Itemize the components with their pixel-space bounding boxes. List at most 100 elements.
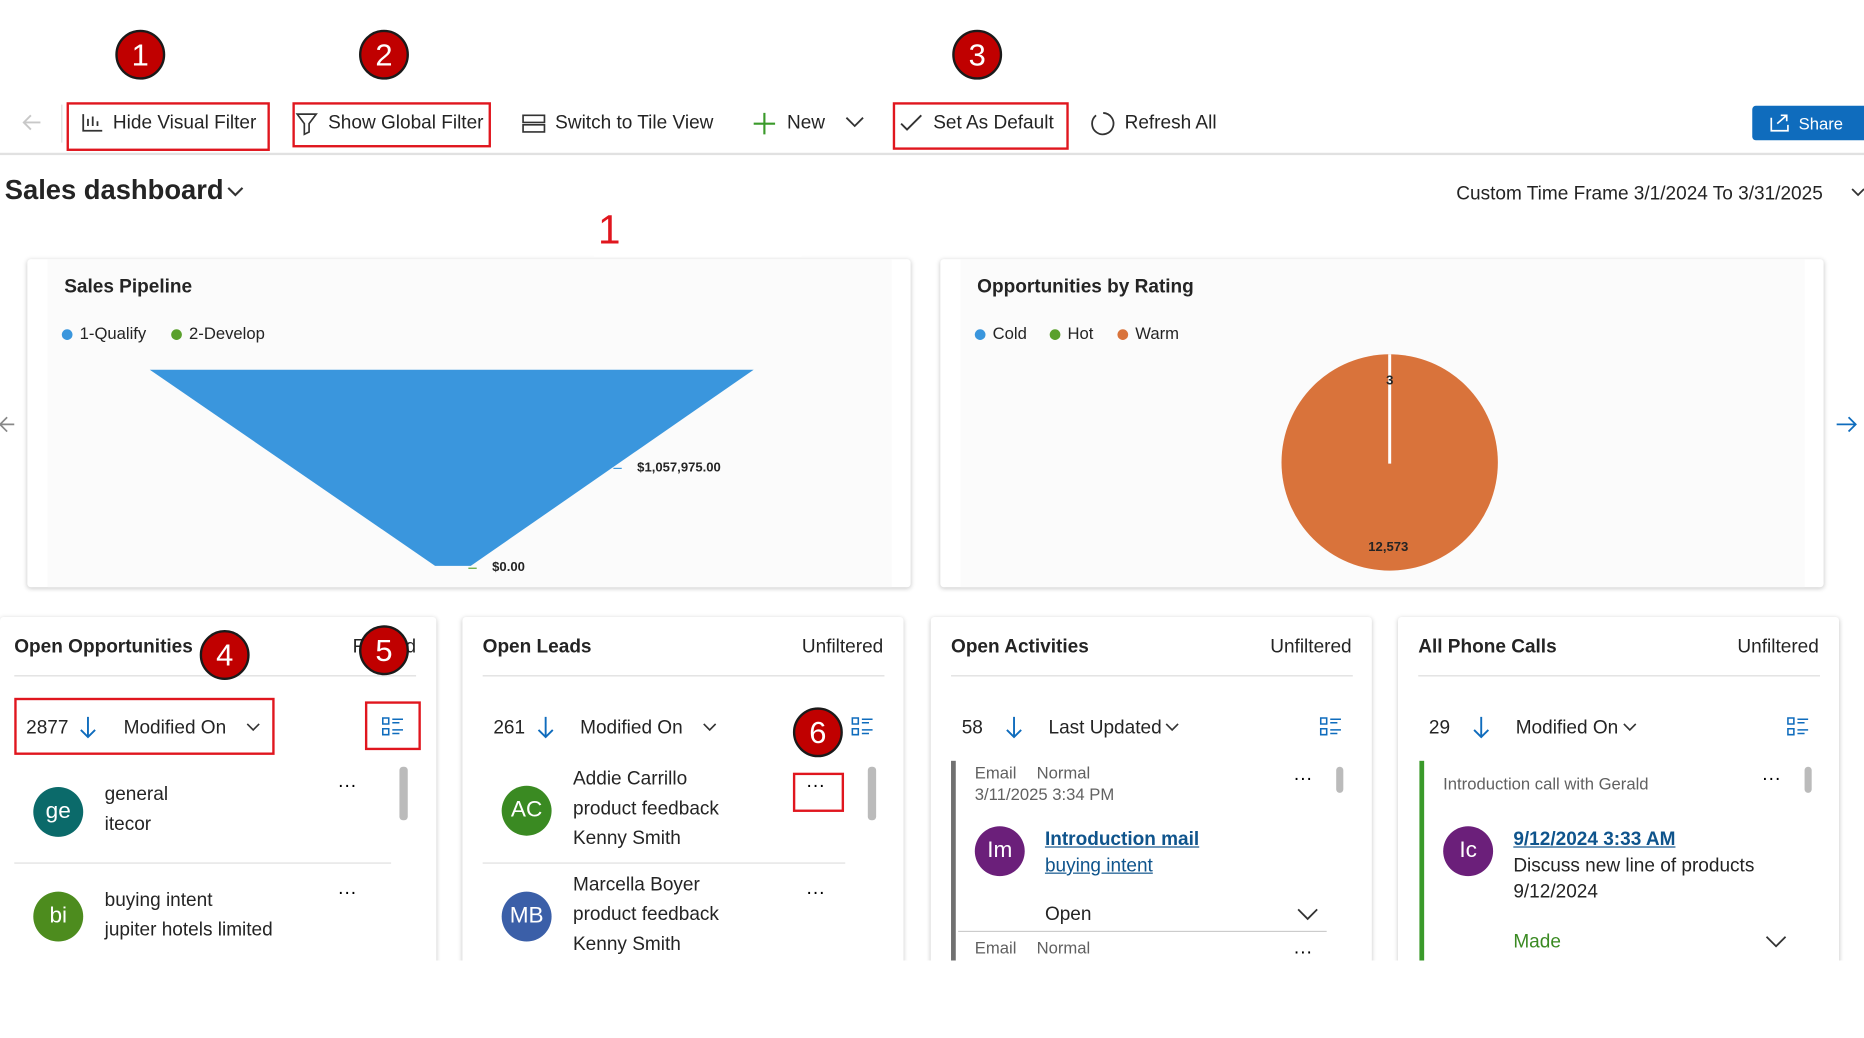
- sort-arrow[interactable]: [537, 716, 554, 739]
- list-title: Open Opportunities: [14, 637, 193, 658]
- record-count: 58: [961, 718, 983, 739]
- more-button[interactable]: ···: [338, 883, 357, 904]
- prev-arrow[interactable]: [0, 416, 15, 433]
- callout: 2: [359, 29, 409, 80]
- record-count: 29: [1428, 718, 1451, 739]
- call-subject: Introduction call with Gerald: [1443, 773, 1649, 793]
- more-button[interactable]: ···: [1293, 769, 1312, 790]
- time-frame[interactable]: Custom Time Frame 3/1/2024 To 3/31/2025: [1456, 184, 1823, 205]
- call-link[interactable]: 9/12/2024 3:33 AM: [1513, 829, 1676, 850]
- sort-arrow[interactable]: [1473, 716, 1490, 739]
- data-label: $1,057,975.00: [637, 460, 721, 475]
- row-text[interactable]: Addie Carrillo: [572, 769, 688, 790]
- legend-item: Hot: [1049, 325, 1093, 341]
- toolbar-item[interactable]: Set As Default: [933, 112, 1054, 134]
- toolbar-item[interactable]: Show Global Filter: [328, 112, 484, 134]
- sort-arrow[interactable]: [1006, 716, 1022, 739]
- list-filter: Unfiltered: [1270, 637, 1352, 658]
- highlight: [364, 701, 421, 751]
- legend-item: 2-Develop: [171, 323, 265, 343]
- share-button[interactable]: [1752, 105, 1864, 141]
- sort-field[interactable]: Last Updated: [1048, 718, 1162, 739]
- toolbar-item[interactable]: Hide Visual Filter: [112, 112, 257, 134]
- legend-item: 1-Qualify: [61, 325, 146, 341]
- check-icon: [900, 114, 922, 131]
- list-filter: Unfiltered: [1737, 637, 1819, 658]
- sort-field[interactable]: Modified On: [123, 718, 227, 739]
- list-filter: Unfiltered: [801, 637, 884, 658]
- sort-chevron[interactable]: [246, 723, 260, 732]
- sort-arrow[interactable]: [80, 716, 96, 739]
- more-button[interactable]: ···: [1293, 942, 1312, 963]
- view-icon[interactable]: [382, 717, 403, 736]
- expand-chevron[interactable]: [1297, 908, 1787, 948]
- legend-label: Warm: [1135, 323, 1180, 343]
- more-button[interactable]: ···: [806, 883, 825, 904]
- record-count: 261: [493, 718, 526, 739]
- activity-link[interactable]: Introduction mail: [1044, 829, 1200, 850]
- callout: 5: [359, 625, 409, 676]
- legend-label: 2-Develop: [189, 323, 265, 343]
- scrollbar: [399, 766, 408, 821]
- row-text: itecor: [104, 814, 152, 835]
- scrollbar: [1336, 766, 1344, 793]
- sort-chevron[interactable]: [703, 723, 717, 732]
- highlight: [892, 102, 1069, 150]
- divider: [1418, 675, 1821, 677]
- share-label[interactable]: Share: [1798, 114, 1844, 134]
- row-text: Kenny Smith: [572, 934, 681, 955]
- highlight: [66, 102, 270, 151]
- callout: 3: [952, 29, 1003, 80]
- callout: 1: [115, 29, 166, 80]
- sort-chevron[interactable]: [1165, 723, 1179, 732]
- next-arrow[interactable]: [1836, 416, 1857, 433]
- activity-sublink[interactable]: buying intent: [1044, 855, 1153, 877]
- view-icon[interactable]: [1319, 717, 1341, 736]
- avatar: Im: [974, 826, 1025, 877]
- sort-field[interactable]: Modified On: [1515, 718, 1619, 739]
- call-date: 9/12/2024: [1513, 882, 1598, 903]
- toolbar-item[interactable]: New: [786, 112, 826, 134]
- marker: 1: [597, 208, 621, 254]
- avatar: bi: [33, 891, 84, 942]
- activity-type: Email: [974, 763, 1017, 783]
- view-icon[interactable]: [1787, 717, 1809, 736]
- activity-type: Email: [974, 937, 1017, 957]
- view-icon[interactable]: [851, 717, 873, 736]
- call-status: Made: [1513, 932, 1561, 953]
- scrollbar: [867, 766, 877, 821]
- more-button[interactable]: ···: [806, 776, 825, 797]
- filter-icon: [295, 113, 318, 136]
- dashboard-title[interactable]: Sales dashboard: [4, 174, 224, 206]
- row-text[interactable]: general: [104, 784, 169, 805]
- sort-chevron[interactable]: [1623, 723, 1637, 732]
- more-button[interactable]: ···: [338, 776, 357, 797]
- toolbar-item[interactable]: Refresh All: [1124, 112, 1217, 134]
- row-text: Kenny Smith: [572, 828, 681, 849]
- legend-dot: [61, 329, 73, 340]
- row-text[interactable]: buying intent: [104, 890, 213, 911]
- divider: [482, 675, 885, 677]
- sort-field[interactable]: Modified On: [580, 718, 683, 739]
- row-text: jupiter hotels limited: [104, 920, 273, 941]
- data-label: 3: [1386, 373, 1394, 389]
- funnel: [149, 369, 754, 566]
- row-text[interactable]: Marcella Boyer: [572, 874, 700, 896]
- more-button[interactable]: ···: [1762, 769, 1781, 790]
- toolbar-item[interactable]: Switch to Tile View: [555, 112, 714, 134]
- avatar: ge: [33, 786, 84, 837]
- legend-dot: [974, 329, 986, 340]
- data-label: $0.00: [492, 560, 525, 575]
- row-text: product feedback: [572, 798, 719, 820]
- time-chevron: [1851, 188, 1864, 197]
- tile-icon: [522, 114, 546, 133]
- back-icon: [22, 114, 41, 131]
- bottom-mask: [0, 960, 1864, 1038]
- avatar: AC: [501, 785, 552, 836]
